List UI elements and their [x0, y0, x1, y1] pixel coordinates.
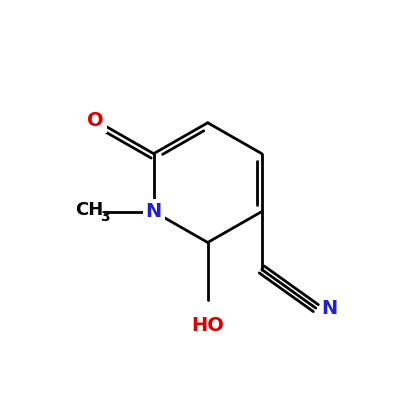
Text: HO: HO [191, 316, 224, 335]
Text: 3: 3 [100, 210, 110, 224]
Text: M: M [82, 202, 102, 221]
Text: N: N [146, 202, 162, 221]
Text: N: N [322, 299, 338, 318]
Text: CH: CH [75, 201, 104, 219]
Text: O: O [88, 111, 104, 130]
